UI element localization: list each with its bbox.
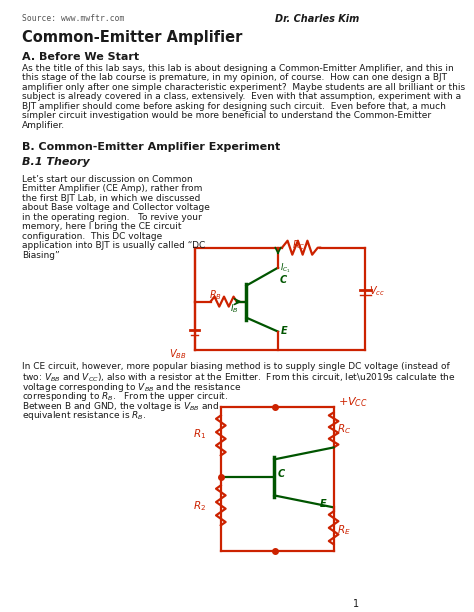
Text: 1: 1 <box>353 599 359 610</box>
Text: $V_{cc}$: $V_{cc}$ <box>369 285 385 299</box>
Text: C: C <box>278 469 285 479</box>
Text: In CE circuit, however, more popular biasing method is to supply single DC volta: In CE circuit, however, more popular bia… <box>22 362 450 370</box>
Text: amplifier only after one simple characteristic experiment?  Maybe students are a: amplifier only after one simple characte… <box>22 83 465 92</box>
Text: C: C <box>280 275 287 285</box>
Text: A. Before We Start: A. Before We Start <box>22 52 139 62</box>
Text: voltage corresponding to $V_{BB}$ and the resistance: voltage corresponding to $V_{BB}$ and th… <box>22 381 241 394</box>
Text: E: E <box>319 499 326 509</box>
Text: $I_B$: $I_B$ <box>230 302 238 315</box>
Text: configuration.  This DC voltage: configuration. This DC voltage <box>22 232 163 241</box>
Text: $R_B$: $R_B$ <box>209 289 222 302</box>
Text: Biasing”: Biasing” <box>22 251 60 259</box>
Text: memory, here I bring the CE circuit: memory, here I bring the CE circuit <box>22 222 182 231</box>
Text: $I_{C_1}$: $I_{C_1}$ <box>280 262 291 275</box>
Text: B. Common-Emitter Amplifier Experiment: B. Common-Emitter Amplifier Experiment <box>22 142 281 152</box>
Text: subject is already covered in a class, extensively.  Even with that assumption, : subject is already covered in a class, e… <box>22 92 461 102</box>
Text: about Base voltage and Collector voltage: about Base voltage and Collector voltage <box>22 203 210 212</box>
Text: the first BJT Lab, in which we discussed: the first BJT Lab, in which we discussed <box>22 194 201 203</box>
Text: As the title of this lab says, this lab is about designing a Common-Emitter Ampl: As the title of this lab says, this lab … <box>22 64 454 73</box>
Text: Dr. Charles Kim: Dr. Charles Kim <box>275 14 359 24</box>
Text: two: $V_{BB}$ and $V_{CC}$), also with a resistor at the Emitter.  From this cir: two: $V_{BB}$ and $V_{CC}$), also with a… <box>22 371 456 384</box>
Text: Between B and GND, the voltage is $V_{BB}$ and: Between B and GND, the voltage is $V_{BB… <box>22 400 220 412</box>
Text: $V_{BB}$: $V_{BB}$ <box>169 348 187 361</box>
Text: B.1 Theory: B.1 Theory <box>22 157 90 167</box>
Text: equivalent resistance is $R_B$.: equivalent resistance is $R_B$. <box>22 409 146 422</box>
Text: $R_C$: $R_C$ <box>292 237 306 252</box>
Text: in the operating region.   To revive your: in the operating region. To revive your <box>22 213 202 222</box>
Text: E: E <box>281 326 287 335</box>
Text: BJT amplifier should come before asking for designing such circuit.  Even before: BJT amplifier should come before asking … <box>22 102 446 111</box>
Text: corresponding to $R_B$.   From the upper circuit.: corresponding to $R_B$. From the upper c… <box>22 390 228 403</box>
Text: $R_2$: $R_2$ <box>193 499 207 513</box>
Text: this stage of the lab course is premature, in my opinion, of course.  How can on: this stage of the lab course is prematur… <box>22 73 447 83</box>
Text: $R_C$: $R_C$ <box>337 422 351 436</box>
Text: Source: www.mwftr.com: Source: www.mwftr.com <box>22 14 125 23</box>
Text: $R_1$: $R_1$ <box>193 427 207 441</box>
Text: simpler circuit investigation would be more beneficial to understand the Common-: simpler circuit investigation would be m… <box>22 111 431 121</box>
Text: Emitter Amplifier (CE Amp), rather from: Emitter Amplifier (CE Amp), rather from <box>22 184 202 193</box>
Text: Amplifier.: Amplifier. <box>22 121 65 130</box>
Text: $R_E$: $R_E$ <box>337 523 351 537</box>
Text: $+V_{CC}$: $+V_{CC}$ <box>337 395 367 409</box>
Text: Let’s start our discussion on Common: Let’s start our discussion on Common <box>22 175 193 184</box>
Text: application into BJT is usually called “DC: application into BJT is usually called “… <box>22 241 206 250</box>
Text: Common-Emitter Amplifier: Common-Emitter Amplifier <box>22 30 243 45</box>
